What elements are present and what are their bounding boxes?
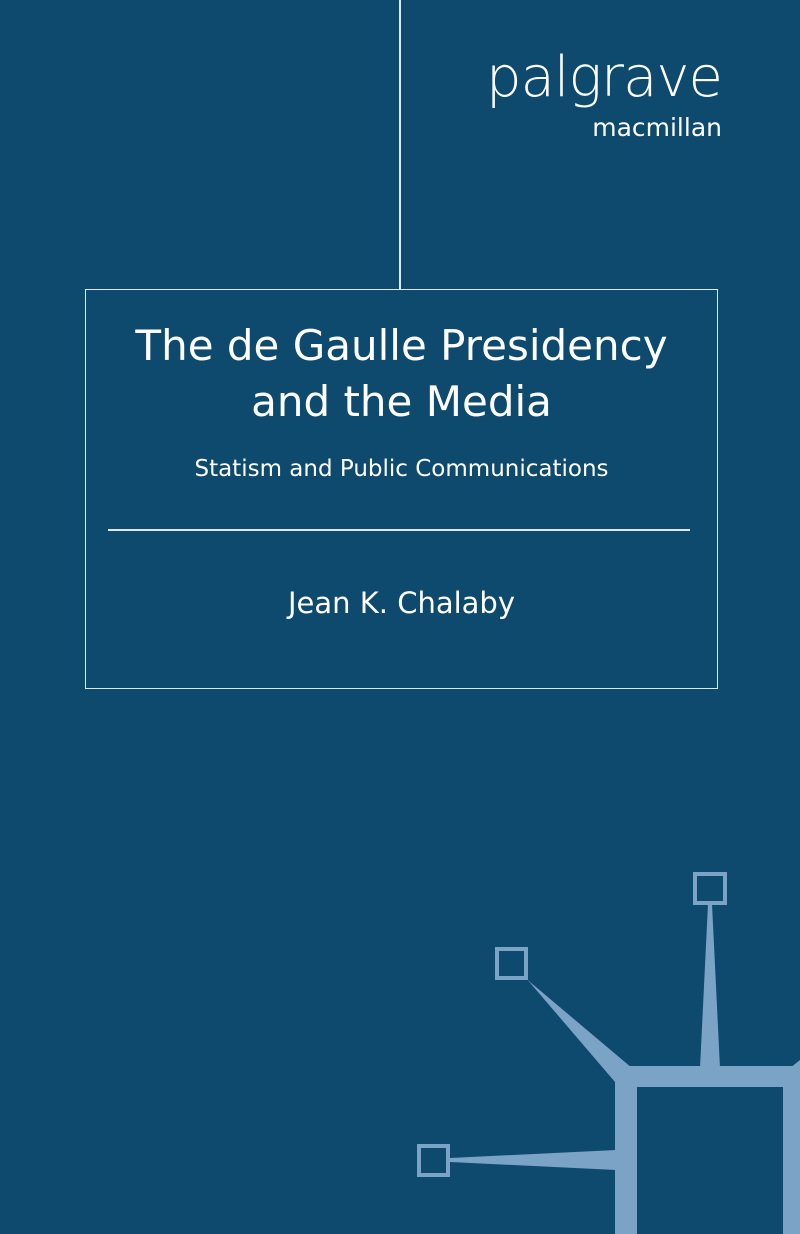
graphic-node-bottom <box>417 1144 450 1177</box>
title-rule <box>108 529 690 531</box>
graphic-stem-right <box>790 1060 800 1070</box>
graphic-frame-right <box>783 1066 800 1234</box>
publisher-name: palgrave <box>486 45 723 110</box>
title-line-2: and the Media <box>251 377 552 426</box>
graphic-frame-top <box>615 1066 800 1087</box>
graphic-stem-diagonal <box>526 978 632 1082</box>
book-author: Jean K. Chalaby <box>287 586 515 620</box>
vertical-divider-line <box>399 0 401 289</box>
book-subtitle: Statism and Public Communications <box>194 456 609 482</box>
publisher-imprint: macmillan <box>592 113 722 142</box>
publisher-logo: palgrave macmillan <box>486 44 723 144</box>
graphic-node-top <box>693 872 727 905</box>
graphic-frame-left <box>615 1066 637 1234</box>
title-frame: The de Gaulle Presidency and the Media S… <box>85 289 718 689</box>
title-line-1: The de Gaulle Presidency <box>135 321 668 370</box>
graphic-stem-top <box>700 904 720 1068</box>
graphic-node-mid <box>495 947 528 980</box>
book-title: The de Gaulle Presidency and the Media <box>86 318 717 430</box>
graphic-stem-left <box>450 1150 616 1170</box>
